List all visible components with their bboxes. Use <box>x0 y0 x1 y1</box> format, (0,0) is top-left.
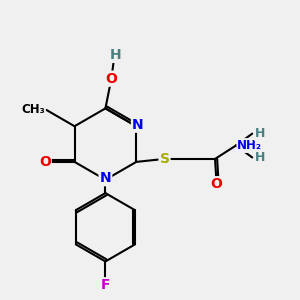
Text: NH₂: NH₂ <box>237 139 262 152</box>
Text: CH₃: CH₃ <box>21 103 45 116</box>
Text: H: H <box>255 127 266 140</box>
Text: S: S <box>160 152 170 166</box>
Text: N: N <box>132 118 144 132</box>
Text: H: H <box>110 48 122 62</box>
Text: O: O <box>211 177 223 191</box>
Text: F: F <box>101 278 110 292</box>
Text: H: H <box>255 151 266 164</box>
Text: N: N <box>100 171 111 185</box>
Text: O: O <box>105 72 117 86</box>
Text: O: O <box>39 155 51 169</box>
